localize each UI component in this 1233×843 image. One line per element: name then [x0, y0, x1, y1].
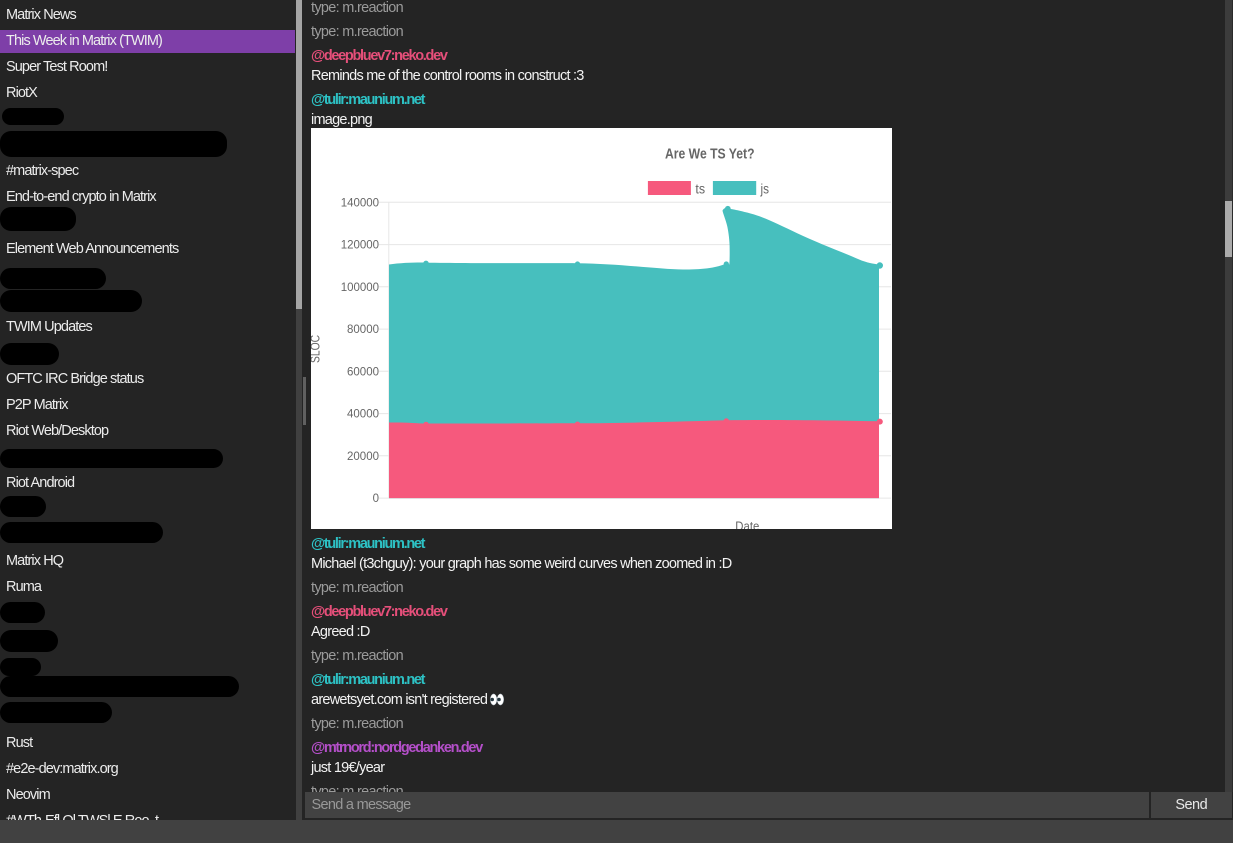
svg-text:60000: 60000 [347, 366, 379, 378]
svg-text:js: js [759, 182, 769, 197]
svg-text:0: 0 [372, 493, 378, 505]
svg-text:Date: Date [735, 519, 759, 530]
svg-text:120000: 120000 [340, 240, 378, 252]
svg-text:140000: 140000 [340, 197, 378, 209]
svg-text:80000: 80000 [347, 324, 379, 336]
svg-text:ts: ts [695, 182, 705, 197]
svg-text:40000: 40000 [347, 409, 379, 421]
svg-text:20000: 20000 [347, 451, 379, 463]
svg-text:SLOC: SLOC [311, 335, 323, 363]
svg-text:Are We TS Yet?: Are We TS Yet? [665, 147, 755, 163]
svg-text:100000: 100000 [340, 282, 378, 294]
